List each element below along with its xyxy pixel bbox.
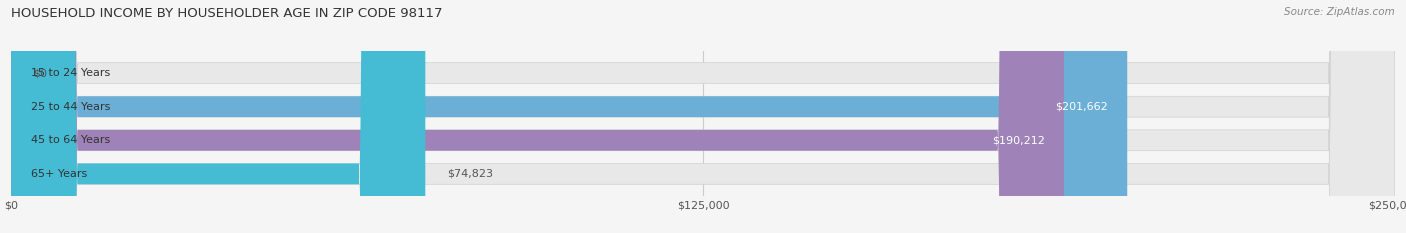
Text: 25 to 44 Years: 25 to 44 Years [31,102,110,112]
Text: 65+ Years: 65+ Years [31,169,87,179]
Text: $190,212: $190,212 [991,135,1045,145]
Text: $74,823: $74,823 [447,169,494,179]
FancyBboxPatch shape [11,0,1128,233]
FancyBboxPatch shape [11,0,1395,233]
Text: 45 to 64 Years: 45 to 64 Years [31,135,110,145]
FancyBboxPatch shape [11,0,1395,233]
FancyBboxPatch shape [11,0,426,233]
FancyBboxPatch shape [11,0,1395,233]
Text: HOUSEHOLD INCOME BY HOUSEHOLDER AGE IN ZIP CODE 98117: HOUSEHOLD INCOME BY HOUSEHOLDER AGE IN Z… [11,7,443,20]
FancyBboxPatch shape [11,0,1064,233]
Text: $201,662: $201,662 [1054,102,1108,112]
Text: Source: ZipAtlas.com: Source: ZipAtlas.com [1284,7,1395,17]
FancyBboxPatch shape [11,0,1395,233]
Text: 15 to 24 Years: 15 to 24 Years [31,68,110,78]
Text: $0: $0 [34,68,48,78]
